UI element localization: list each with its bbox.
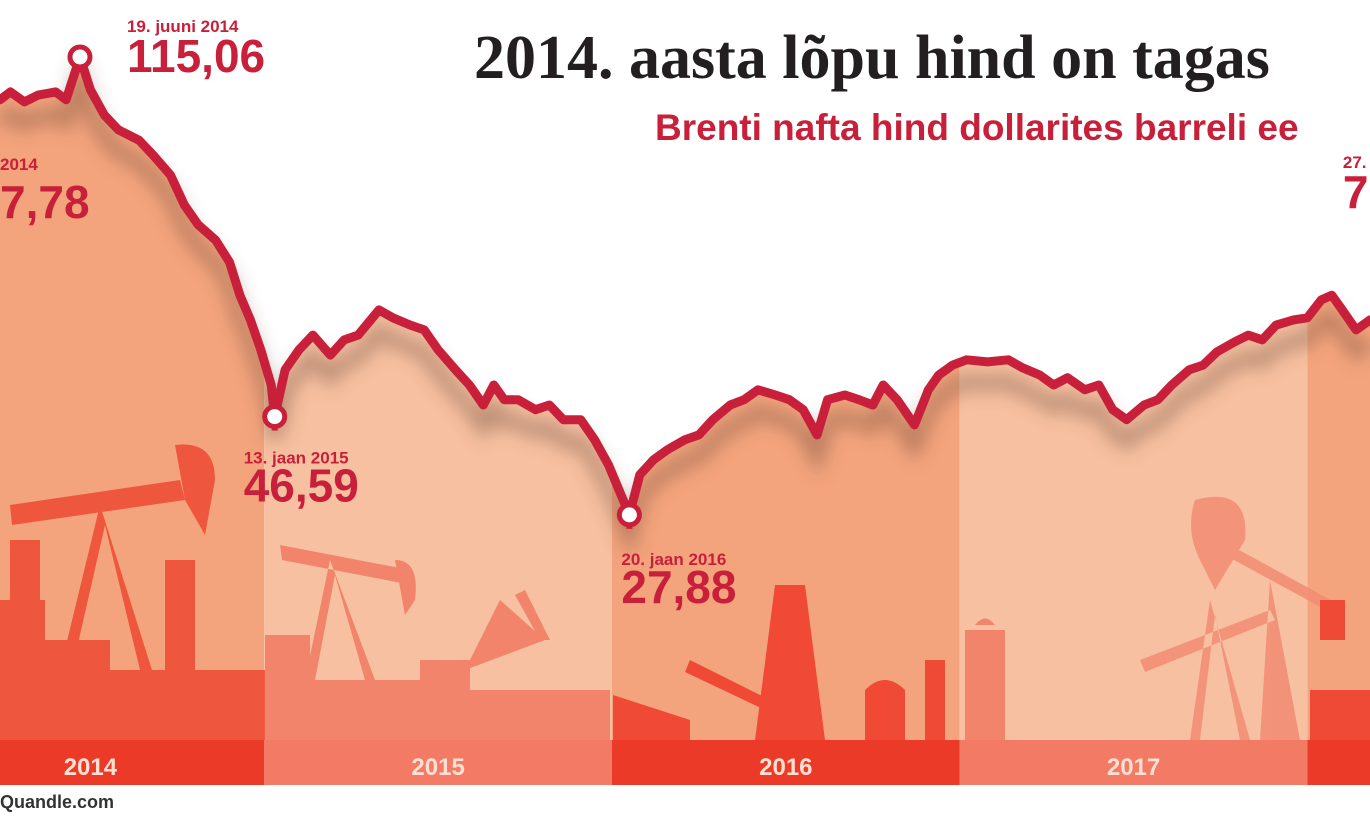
annotation-date: 27. märts 2 bbox=[1343, 153, 1370, 172]
annotation-date: 2014 bbox=[0, 155, 38, 174]
marker bbox=[262, 404, 288, 430]
annotation-value: 27,88 bbox=[621, 561, 736, 613]
annotation-date: 13. jaan 2015 bbox=[244, 449, 349, 468]
price-line bbox=[0, 52, 1370, 520]
year-strip-cell bbox=[264, 740, 612, 785]
annotation-date: 19. juuni 2014 bbox=[127, 17, 239, 36]
year-label: 2016 bbox=[759, 754, 812, 781]
year-label: 2017 bbox=[1107, 754, 1160, 781]
annotation-value: 7,78 bbox=[0, 176, 90, 228]
year-label: 2015 bbox=[411, 754, 464, 781]
marker bbox=[67, 44, 93, 70]
chart-subtitle: Brenti nafta hind dollarites barreli ee bbox=[655, 107, 1299, 148]
year-strip-cell bbox=[0, 740, 265, 785]
chart-title: 2014. aasta lõpu hind on tagas bbox=[474, 24, 1270, 92]
marker bbox=[616, 502, 642, 528]
year-label: 2014 bbox=[64, 754, 118, 781]
annotation-date: 20. jaan 2016 bbox=[621, 550, 726, 569]
year-band bbox=[1307, 56, 1370, 785]
oil-silhouettes bbox=[0, 444, 1370, 740]
year-strip-cell bbox=[1307, 740, 1370, 785]
line-shadow bbox=[0, 55, 1370, 559]
annotation-value: 115,06 bbox=[127, 30, 265, 82]
annotation-value: 46,59 bbox=[244, 460, 359, 512]
year-strip-cell bbox=[959, 740, 1308, 785]
annotation-value: 70,9 bbox=[1343, 166, 1370, 218]
year-strip-cell bbox=[611, 740, 960, 785]
source: Quandle.com bbox=[0, 792, 114, 812]
